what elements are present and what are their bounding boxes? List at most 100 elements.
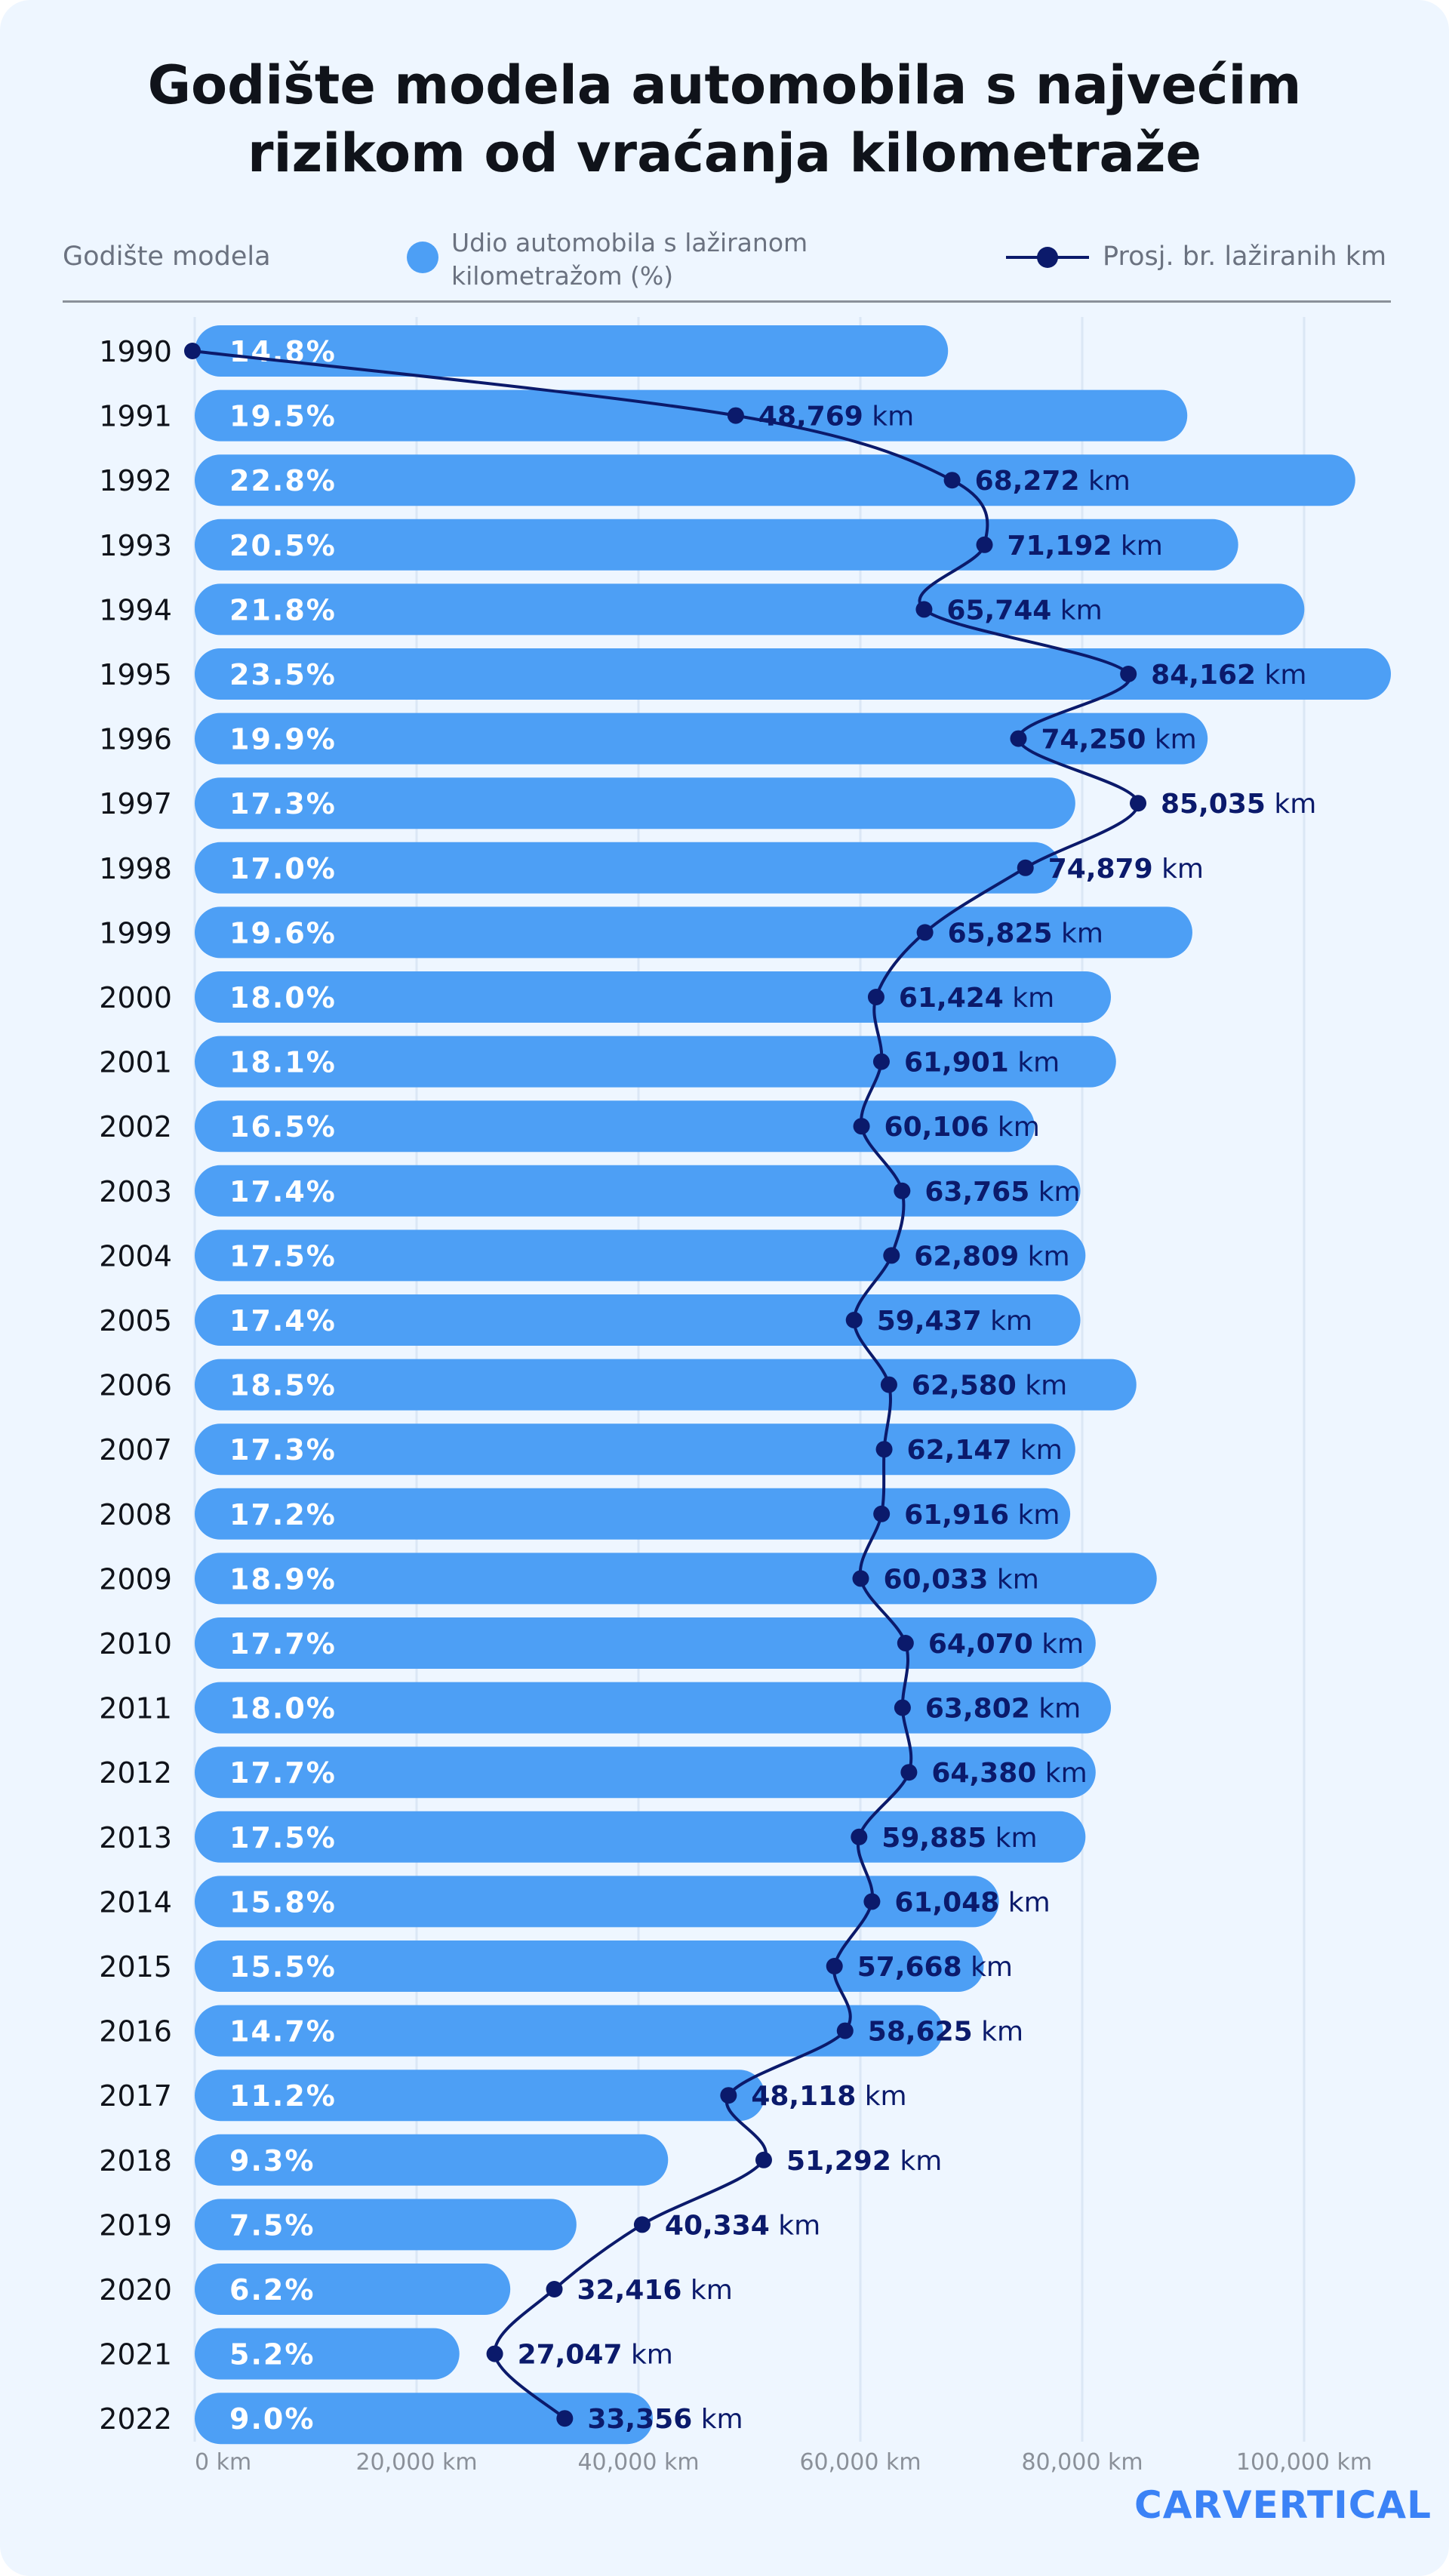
avg-km-label-2008: 61,916 km (904, 1500, 1060, 1531)
legend-year-label: Godište modela (63, 242, 271, 272)
avg-km-marker-2006 (880, 1376, 897, 1393)
legend-bar-swatch-icon (407, 242, 438, 273)
avg-km-label-2005: 59,437 km (877, 1306, 1032, 1337)
legend-bar-label-line-1: Udio automobila s lažiranom (451, 228, 808, 257)
year-label-2014: 2014 (99, 1885, 172, 1919)
bar-1990 (195, 325, 949, 377)
year-label-1998: 1998 (99, 852, 172, 885)
bar-value-label-2010: 17.7% (229, 1627, 337, 1660)
bar-1998 (195, 842, 1060, 894)
avg-km-marker-2021 (486, 2345, 503, 2362)
avg-km-label-2015: 57,668 km (857, 1952, 1013, 1983)
bar-value-label-2000: 18.0% (229, 981, 337, 1014)
bar-2004 (195, 1230, 1086, 1282)
year-label-2018: 2018 (99, 2144, 172, 2177)
bar-value-label-1994: 21.8% (229, 593, 337, 626)
year-label-2004: 2004 (99, 1239, 172, 1273)
avg-km-label-2018: 51,292 km (786, 2146, 942, 2177)
legend: Godište modela Udio automobila s lažiran… (63, 226, 1391, 294)
bar-1994 (195, 583, 1305, 636)
bar-2008 (195, 1488, 1071, 1540)
x-tick-label: 60,000 km (799, 2449, 921, 2476)
avg-km-marker-1997 (1130, 795, 1147, 812)
avg-km-label-1997: 85,035 km (1161, 789, 1316, 820)
bar-2010 (195, 1617, 1096, 1669)
avg-km-marker-1991 (727, 407, 744, 424)
avg-km-label-1998: 74,879 km (1048, 854, 1204, 885)
bar-value-label-2019: 7.5% (229, 2208, 315, 2242)
bar-2018 (195, 2134, 669, 2186)
bar-2001 (195, 1036, 1116, 1088)
year-label-2001: 2001 (99, 1046, 172, 1079)
year-label-1994: 1994 (99, 593, 172, 626)
bar-value-label-2015: 15.5% (229, 1950, 337, 1984)
bar-2016 (195, 2005, 943, 2057)
year-label-1993: 1993 (99, 529, 172, 562)
year-label-2022: 2022 (99, 2402, 172, 2436)
year-label-2008: 2008 (99, 1498, 172, 1531)
avg-km-label-1995: 84,162 km (1151, 660, 1306, 691)
year-label-2002: 2002 (99, 1110, 172, 1143)
year-label-2021: 2021 (99, 2338, 172, 2371)
bar-value-label-1999: 19.6% (229, 916, 337, 949)
bar-2021 (195, 2328, 460, 2380)
avg-km-label-2014: 61,048 km (894, 1887, 1050, 1918)
avg-km-marker-1996 (1010, 730, 1027, 747)
avg-km-marker-2001 (872, 1053, 890, 1070)
bar-value-label-2007: 17.3% (229, 1433, 337, 1467)
legend-divider (63, 300, 1391, 303)
year-label-2003: 2003 (99, 1175, 172, 1208)
x-tick-label: 40,000 km (577, 2449, 699, 2476)
avg-km-label-2013: 59,885 km (881, 1823, 1037, 1854)
avg-km-marker-2011 (894, 1699, 911, 1716)
avg-km-label-1991: 48,769 km (758, 402, 914, 432)
bar-2006 (195, 1359, 1137, 1411)
bar-value-label-2012: 17.7% (229, 1756, 337, 1790)
chart-title: Godište modela automobila s najvećim riz… (0, 51, 1449, 187)
carvertical-logo: CARVERTICAL (1134, 2483, 1432, 2527)
bar-value-label-1992: 22.8% (229, 464, 337, 497)
title-line-1: Godište modela automobila s najvećim (147, 54, 1302, 116)
avg-km-label-2004: 62,809 km (914, 1241, 1069, 1272)
avg-km-marker-2018 (755, 2151, 772, 2168)
year-label-2015: 2015 (99, 1950, 172, 1984)
avg-km-marker-1999 (916, 924, 934, 941)
avg-km-marker-2008 (873, 1505, 891, 1522)
x-tick-label: 20,000 km (355, 2449, 477, 2476)
avg-km-label-1999: 65,825 km (948, 918, 1103, 949)
avg-km-marker-2000 (867, 989, 884, 1005)
year-label-2000: 2000 (99, 981, 172, 1014)
bar-value-label-2006: 18.5% (229, 1369, 337, 1402)
bar-value-label-2001: 18.1% (229, 1046, 337, 1079)
avg-km-marker-1992 (943, 472, 961, 489)
bar-value-label-1998: 17.0% (229, 852, 337, 885)
avg-km-marker-1993 (976, 536, 993, 553)
avg-km-label-1996: 74,250 km (1041, 725, 1196, 756)
bar-value-label-1991: 19.5% (229, 400, 337, 433)
bar-value-label-1990: 14.8% (229, 335, 337, 368)
avg-km-label-2021: 27,047 km (518, 2340, 673, 2371)
avg-km-label-2022: 33,356 km (587, 2404, 743, 2435)
year-label-2006: 2006 (99, 1369, 172, 1402)
bar-2007 (195, 1423, 1075, 1476)
avg-km-label-2016: 58,625 km (868, 2017, 1023, 2048)
year-label-2016: 2016 (99, 2015, 172, 2048)
bar-1993 (195, 519, 1238, 571)
legend-bar-label: Udio automobila s lažiranom kilometražom… (451, 226, 904, 293)
bar-value-label-2016: 14.7% (229, 2015, 337, 2048)
legend-line-label: Prosj. br. lažiranih km (1103, 242, 1387, 272)
bar-1996 (195, 712, 1208, 765)
bar-1992 (195, 454, 1355, 506)
bar-2017 (195, 2070, 765, 2122)
avg-km-marker-2020 (546, 2281, 563, 2297)
avg-km-marker-2007 (875, 1441, 893, 1458)
avg-km-label-1993: 71,192 km (1008, 531, 1163, 562)
bar-2020 (195, 2264, 511, 2315)
avg-km-marker-2010 (897, 1635, 914, 1651)
avg-km-marker-2013 (851, 1828, 868, 1845)
bar-value-label-2011: 18.0% (229, 1692, 337, 1725)
year-label-2009: 2009 (99, 1562, 172, 1596)
bar-value-label-2002: 16.5% (229, 1110, 337, 1143)
year-label-2010: 2010 (99, 1627, 172, 1660)
avg-km-label-2001: 61,901 km (904, 1048, 1060, 1079)
